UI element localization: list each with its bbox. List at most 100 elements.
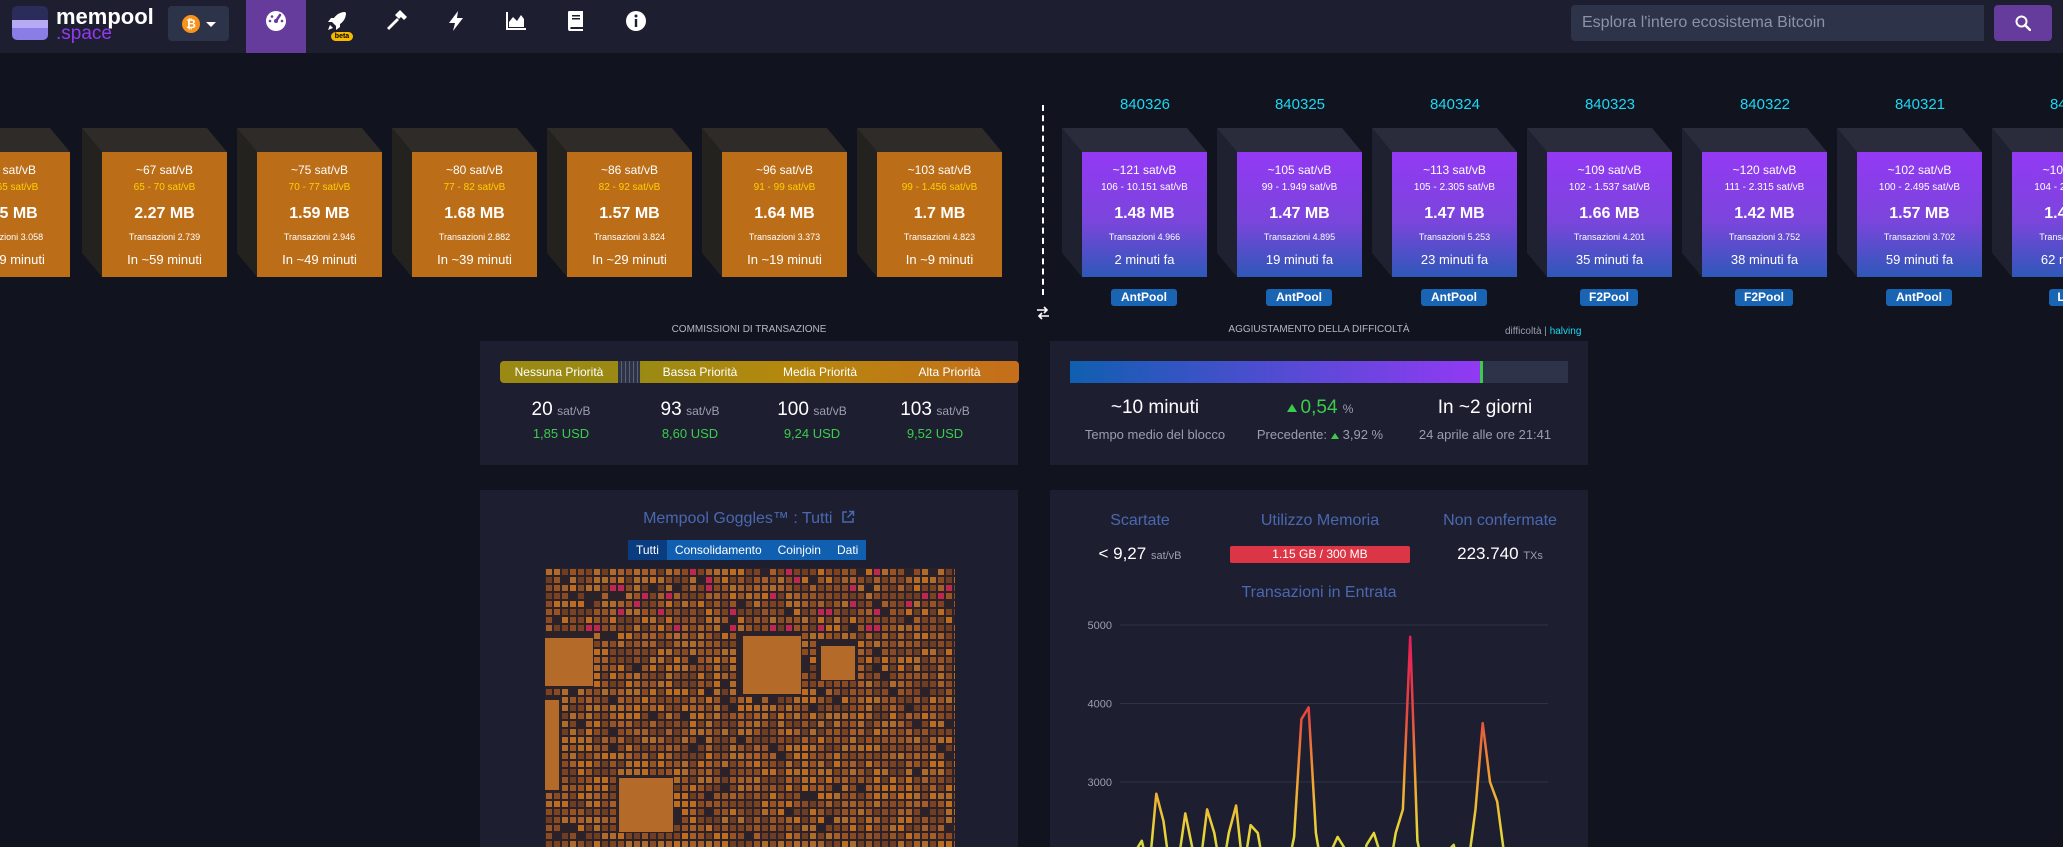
goggles-tab-consolidation[interactable]: Consolidamento — [666, 540, 770, 560]
treemap-tx[interactable] — [874, 681, 880, 687]
treemap-tx[interactable] — [746, 713, 752, 719]
treemap-tx[interactable] — [634, 729, 640, 735]
treemap-tx[interactable] — [930, 577, 936, 583]
treemap-tx[interactable] — [626, 721, 632, 727]
treemap-tx[interactable] — [954, 665, 955, 671]
treemap-tx[interactable] — [714, 833, 720, 839]
treemap-tx[interactable] — [642, 689, 648, 695]
treemap-tx[interactable] — [554, 625, 560, 631]
treemap-tx[interactable] — [866, 633, 872, 639]
treemap-tx[interactable] — [850, 793, 856, 799]
treemap-tx[interactable] — [954, 745, 955, 751]
treemap-tx[interactable] — [754, 761, 760, 767]
treemap-tx[interactable] — [906, 577, 912, 583]
treemap-tx[interactable] — [562, 777, 568, 783]
treemap-tx[interactable] — [826, 713, 832, 719]
treemap-tx[interactable] — [570, 729, 576, 735]
treemap-tx[interactable] — [882, 825, 888, 831]
treemap-tx[interactable] — [602, 577, 608, 583]
treemap-tx[interactable] — [602, 777, 608, 783]
treemap-tx[interactable] — [545, 700, 559, 790]
treemap-tx[interactable] — [890, 617, 896, 623]
treemap-tx[interactable] — [578, 793, 584, 799]
treemap-tx[interactable] — [682, 833, 688, 839]
treemap-tx[interactable] — [818, 585, 824, 591]
treemap-tx[interactable] — [738, 809, 744, 815]
treemap-tx[interactable] — [770, 713, 776, 719]
treemap-tx[interactable] — [794, 833, 800, 839]
treemap-tx[interactable] — [562, 745, 568, 751]
treemap-tx[interactable] — [842, 825, 848, 831]
treemap-tx[interactable] — [658, 753, 664, 759]
treemap-tx[interactable] — [890, 569, 896, 575]
treemap-tx[interactable] — [866, 665, 872, 671]
mining-pool-badge[interactable]: Luxor — [2049, 289, 2063, 306]
treemap-tx[interactable] — [682, 721, 688, 727]
treemap-tx[interactable] — [578, 825, 584, 831]
treemap-tx[interactable] — [906, 681, 912, 687]
treemap-tx[interactable] — [794, 601, 800, 607]
treemap-tx[interactable] — [634, 577, 640, 583]
mempool-block[interactable]: ~75 sat/vB 70 - 77 sat/vB 1.59 MB Transazio… — [237, 128, 387, 278]
treemap-tx[interactable] — [746, 793, 752, 799]
treemap-tx[interactable] — [610, 841, 616, 847]
treemap-tx[interactable] — [594, 705, 600, 711]
treemap-tx[interactable] — [946, 777, 952, 783]
treemap-tx[interactable] — [922, 753, 928, 759]
treemap-tx[interactable] — [906, 793, 912, 799]
treemap-tx[interactable] — [602, 689, 608, 695]
treemap-tx[interactable] — [642, 577, 648, 583]
treemap-tx[interactable] — [602, 625, 608, 631]
treemap-tx[interactable] — [810, 841, 816, 847]
treemap-tx[interactable] — [874, 793, 880, 799]
treemap-tx[interactable] — [690, 617, 696, 623]
treemap-tx[interactable] — [578, 697, 584, 703]
treemap-tx[interactable] — [738, 593, 744, 599]
treemap-tx[interactable] — [778, 817, 784, 823]
treemap-tx[interactable] — [586, 809, 592, 815]
treemap-tx[interactable] — [634, 737, 640, 743]
treemap-tx[interactable] — [730, 657, 736, 663]
treemap-tx[interactable] — [570, 721, 576, 727]
treemap-tx[interactable] — [914, 609, 920, 615]
treemap-tx[interactable] — [818, 841, 824, 847]
treemap-tx[interactable] — [610, 577, 616, 583]
treemap-tx[interactable] — [714, 745, 720, 751]
treemap-tx[interactable] — [722, 809, 728, 815]
treemap-tx[interactable] — [954, 833, 955, 839]
treemap-tx[interactable] — [722, 777, 728, 783]
treemap-tx[interactable] — [810, 625, 816, 631]
treemap-tx[interactable] — [898, 641, 904, 647]
treemap-tx[interactable] — [642, 641, 648, 647]
treemap-tx[interactable] — [714, 825, 720, 831]
treemap-tx[interactable] — [906, 609, 912, 615]
treemap-tx[interactable] — [586, 729, 592, 735]
treemap-tx[interactable] — [698, 625, 704, 631]
treemap-tx[interactable] — [946, 705, 952, 711]
treemap-tx[interactable] — [762, 745, 768, 751]
treemap-tx[interactable] — [938, 673, 944, 679]
treemap-tx[interactable] — [850, 841, 856, 847]
treemap-tx[interactable] — [842, 841, 848, 847]
treemap-tx[interactable] — [842, 593, 848, 599]
treemap-tx[interactable] — [690, 641, 696, 647]
treemap-tx[interactable] — [634, 721, 640, 727]
treemap-tx[interactable] — [714, 585, 720, 591]
treemap-tx[interactable] — [938, 697, 944, 703]
treemap-tx[interactable] — [754, 617, 760, 623]
treemap-tx[interactable] — [914, 753, 920, 759]
treemap-tx[interactable] — [746, 721, 752, 727]
treemap-tx[interactable] — [842, 681, 848, 687]
treemap-tx[interactable] — [602, 609, 608, 615]
treemap-tx[interactable] — [698, 641, 704, 647]
treemap-tx[interactable] — [946, 809, 952, 815]
treemap-tx[interactable] — [706, 841, 712, 847]
mining-pool-badge[interactable]: AntPool — [1111, 289, 1177, 306]
treemap-tx[interactable] — [618, 577, 624, 583]
treemap-tx[interactable] — [930, 633, 936, 639]
treemap-tx[interactable] — [898, 761, 904, 767]
treemap-tx[interactable] — [658, 713, 664, 719]
treemap-tx[interactable] — [834, 609, 840, 615]
treemap-tx[interactable] — [706, 697, 712, 703]
treemap-tx[interactable] — [722, 673, 728, 679]
